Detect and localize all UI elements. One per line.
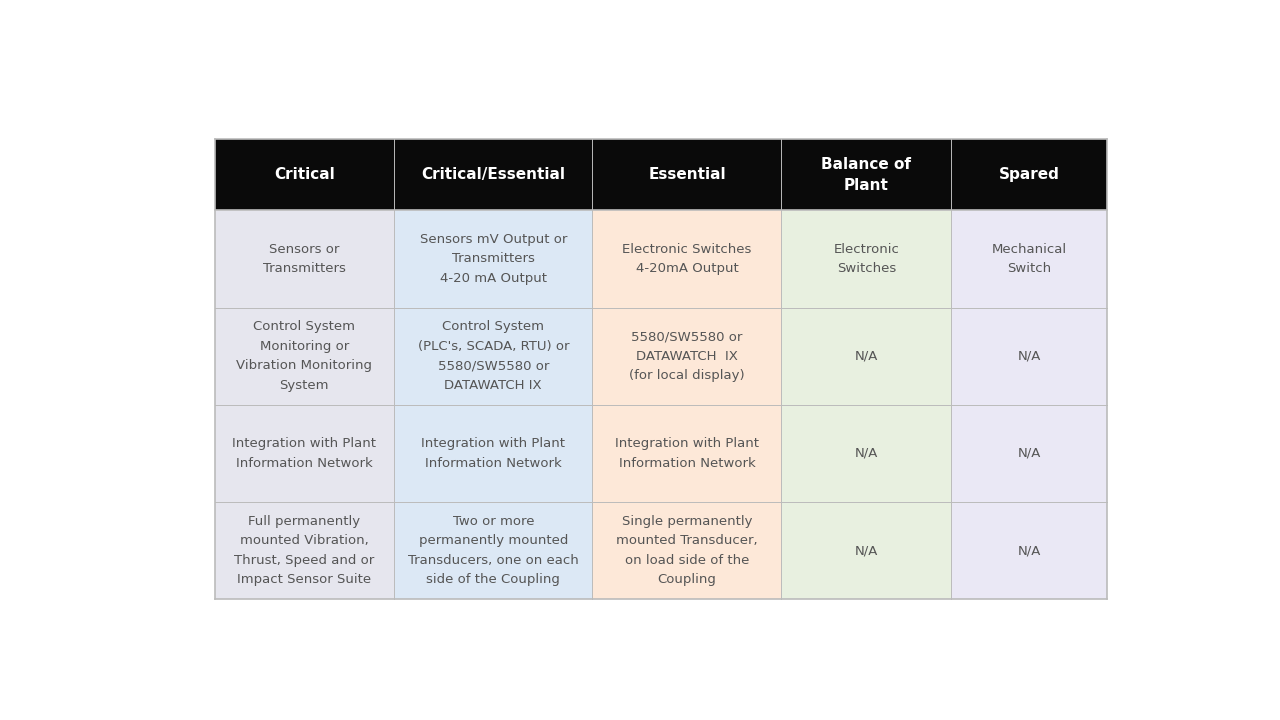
Text: N/A: N/A [1018, 350, 1041, 363]
Bar [781, 307, 951, 405]
Text: Critical/Essential: Critical/Essential [421, 167, 566, 182]
Bar [951, 405, 1107, 502]
Bar [593, 307, 781, 405]
Bar [394, 139, 593, 210]
Bar [593, 405, 781, 502]
Bar [593, 502, 781, 599]
Text: Two or more
permanently mounted
Transducers, one on each
side of the Coupling: Two or more permanently mounted Transduc… [408, 515, 579, 586]
Text: 5580/SW5580 or
DATAWATCH  IX
(for local display): 5580/SW5580 or DATAWATCH IX (for local d… [630, 330, 745, 382]
Bar [781, 210, 951, 307]
Text: Control System
(PLC's, SCADA, RTU) or
5580/SW5580 or
DATAWATCH IX: Control System (PLC's, SCADA, RTU) or 55… [417, 320, 570, 392]
Text: Integration with Plant
Information Network: Integration with Plant Information Netwo… [232, 437, 376, 469]
Text: N/A: N/A [855, 350, 878, 363]
Text: Critical: Critical [274, 167, 334, 182]
Text: Full permanently
mounted Vibration,
Thrust, Speed and or
Impact Sensor Suite: Full permanently mounted Vibration, Thru… [234, 515, 375, 586]
Text: Electronic Switches
4-20mA Output: Electronic Switches 4-20mA Output [622, 243, 751, 275]
Text: Spared: Spared [998, 167, 1060, 182]
Text: Integration with Plant
Information Network: Integration with Plant Information Netwo… [614, 437, 759, 469]
Text: Essential: Essential [648, 167, 726, 182]
Text: Integration with Plant
Information Network: Integration with Plant Information Netwo… [421, 437, 566, 469]
Bar [215, 139, 394, 210]
Bar [593, 210, 781, 307]
Text: Electronic
Switches: Electronic Switches [833, 243, 900, 275]
Bar [215, 307, 394, 405]
Text: Sensors mV Output or
Transmitters
4-20 mA Output: Sensors mV Output or Transmitters 4-20 m… [420, 233, 567, 285]
Bar [593, 139, 781, 210]
Text: N/A: N/A [1018, 447, 1041, 460]
Bar [394, 210, 593, 307]
Bar [215, 210, 394, 307]
Text: N/A: N/A [1018, 544, 1041, 557]
Text: Balance of
Plant: Balance of Plant [822, 157, 911, 193]
Bar [951, 502, 1107, 599]
Text: N/A: N/A [855, 544, 878, 557]
Text: N/A: N/A [855, 447, 878, 460]
Bar [781, 502, 951, 599]
Bar [215, 405, 394, 502]
Text: Single permanently
mounted Transducer,
on load side of the
Coupling: Single permanently mounted Transducer, o… [616, 515, 758, 586]
Bar [215, 502, 394, 599]
Bar [951, 210, 1107, 307]
Bar [394, 405, 593, 502]
Text: Mechanical
Switch: Mechanical Switch [992, 243, 1068, 275]
Bar [394, 307, 593, 405]
Bar [781, 405, 951, 502]
Text: Control System
Monitoring or
Vibration Monitoring
System: Control System Monitoring or Vibration M… [237, 320, 372, 392]
Bar [951, 139, 1107, 210]
Bar [781, 139, 951, 210]
Bar [394, 502, 593, 599]
Text: Sensors or
Transmitters: Sensors or Transmitters [262, 243, 346, 275]
Bar [951, 307, 1107, 405]
